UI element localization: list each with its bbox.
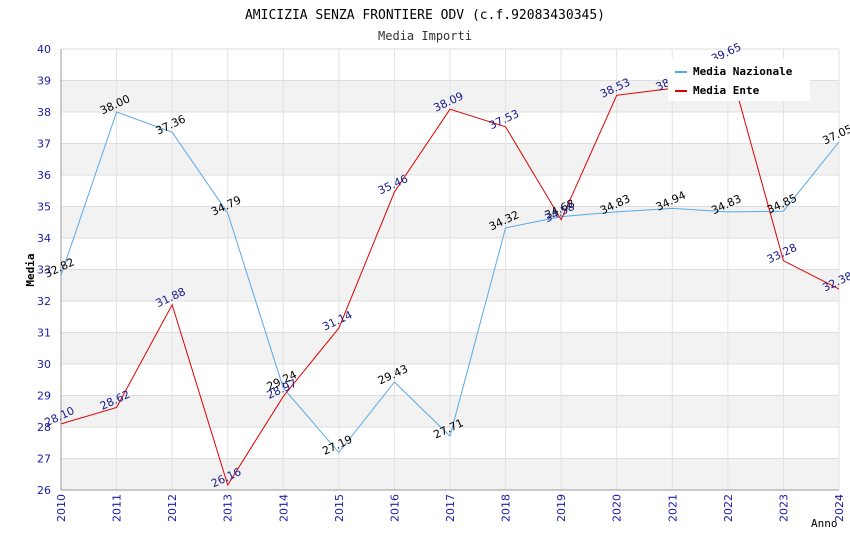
y-tick-label: 35 — [37, 201, 51, 214]
y-axis-ticks: 26 27 28 29 30 31 32 33 34 35 36 37 38 39 40 — [37, 43, 51, 497]
y-tick-label: 27 — [37, 453, 51, 466]
y-tick-label: 32 — [37, 295, 51, 308]
y-tick-label: 38 — [37, 106, 51, 119]
x-tick-label: 2015 — [333, 494, 346, 522]
x-tick-label: 2023 — [777, 494, 790, 522]
y-tick-label: 31 — [37, 327, 51, 340]
chart-subtitle: Media Importi — [378, 29, 472, 43]
x-tick-label: 2014 — [277, 494, 290, 522]
x-tick-label: 2017 — [444, 494, 457, 522]
legend-label-media-ente: Media Ente — [693, 84, 760, 97]
x-tick-label: 2010 — [55, 494, 68, 522]
legend-label-media-nazionale: Media Nazionale — [693, 65, 793, 78]
y-tick-label: 33 — [37, 264, 51, 277]
gridlines — [60, 48, 840, 491]
x-tick-label: 2020 — [611, 494, 624, 522]
x-tick-label: 2018 — [500, 494, 513, 522]
y-tick-label: 26 — [37, 484, 51, 497]
y-tick-label: 39 — [37, 75, 51, 88]
y-tick-label: 36 — [37, 169, 51, 182]
legend-box — [668, 59, 810, 101]
y-tick-label: 29 — [37, 390, 51, 403]
y-tick-label: 34 — [37, 232, 51, 245]
chart-title: AMICIZIA SENZA FRONTIERE ODV (c.f.920834… — [245, 8, 605, 23]
y-tick-label: 40 — [37, 43, 51, 56]
x-tick-label: 2022 — [722, 494, 735, 522]
legend: Media Nazionale Media Ente — [668, 59, 810, 101]
series-line-media-nazionale — [60, 111, 840, 454]
x-axis-title: Anno — [811, 517, 838, 530]
x-tick-label: 2012 — [166, 494, 179, 522]
x-tick-label: 2016 — [388, 494, 401, 522]
axes — [60, 49, 839, 491]
y-tick-label: 28 — [37, 421, 51, 434]
y-tick-label: 37 — [37, 138, 51, 151]
x-tick-label: 2013 — [222, 494, 235, 522]
x-axis-ticks: 2010 2011 2012 2013 2014 2015 2016 2017 2018 2019… — [55, 494, 846, 522]
y-axis-title: Media — [24, 253, 37, 286]
x-tick-label: 2021 — [666, 494, 679, 522]
x-tick-label: 2024 — [833, 494, 846, 522]
x-tick-label: 2019 — [555, 494, 568, 522]
y-tick-label: 30 — [37, 358, 51, 371]
x-tick-label: 2011 — [111, 494, 124, 522]
